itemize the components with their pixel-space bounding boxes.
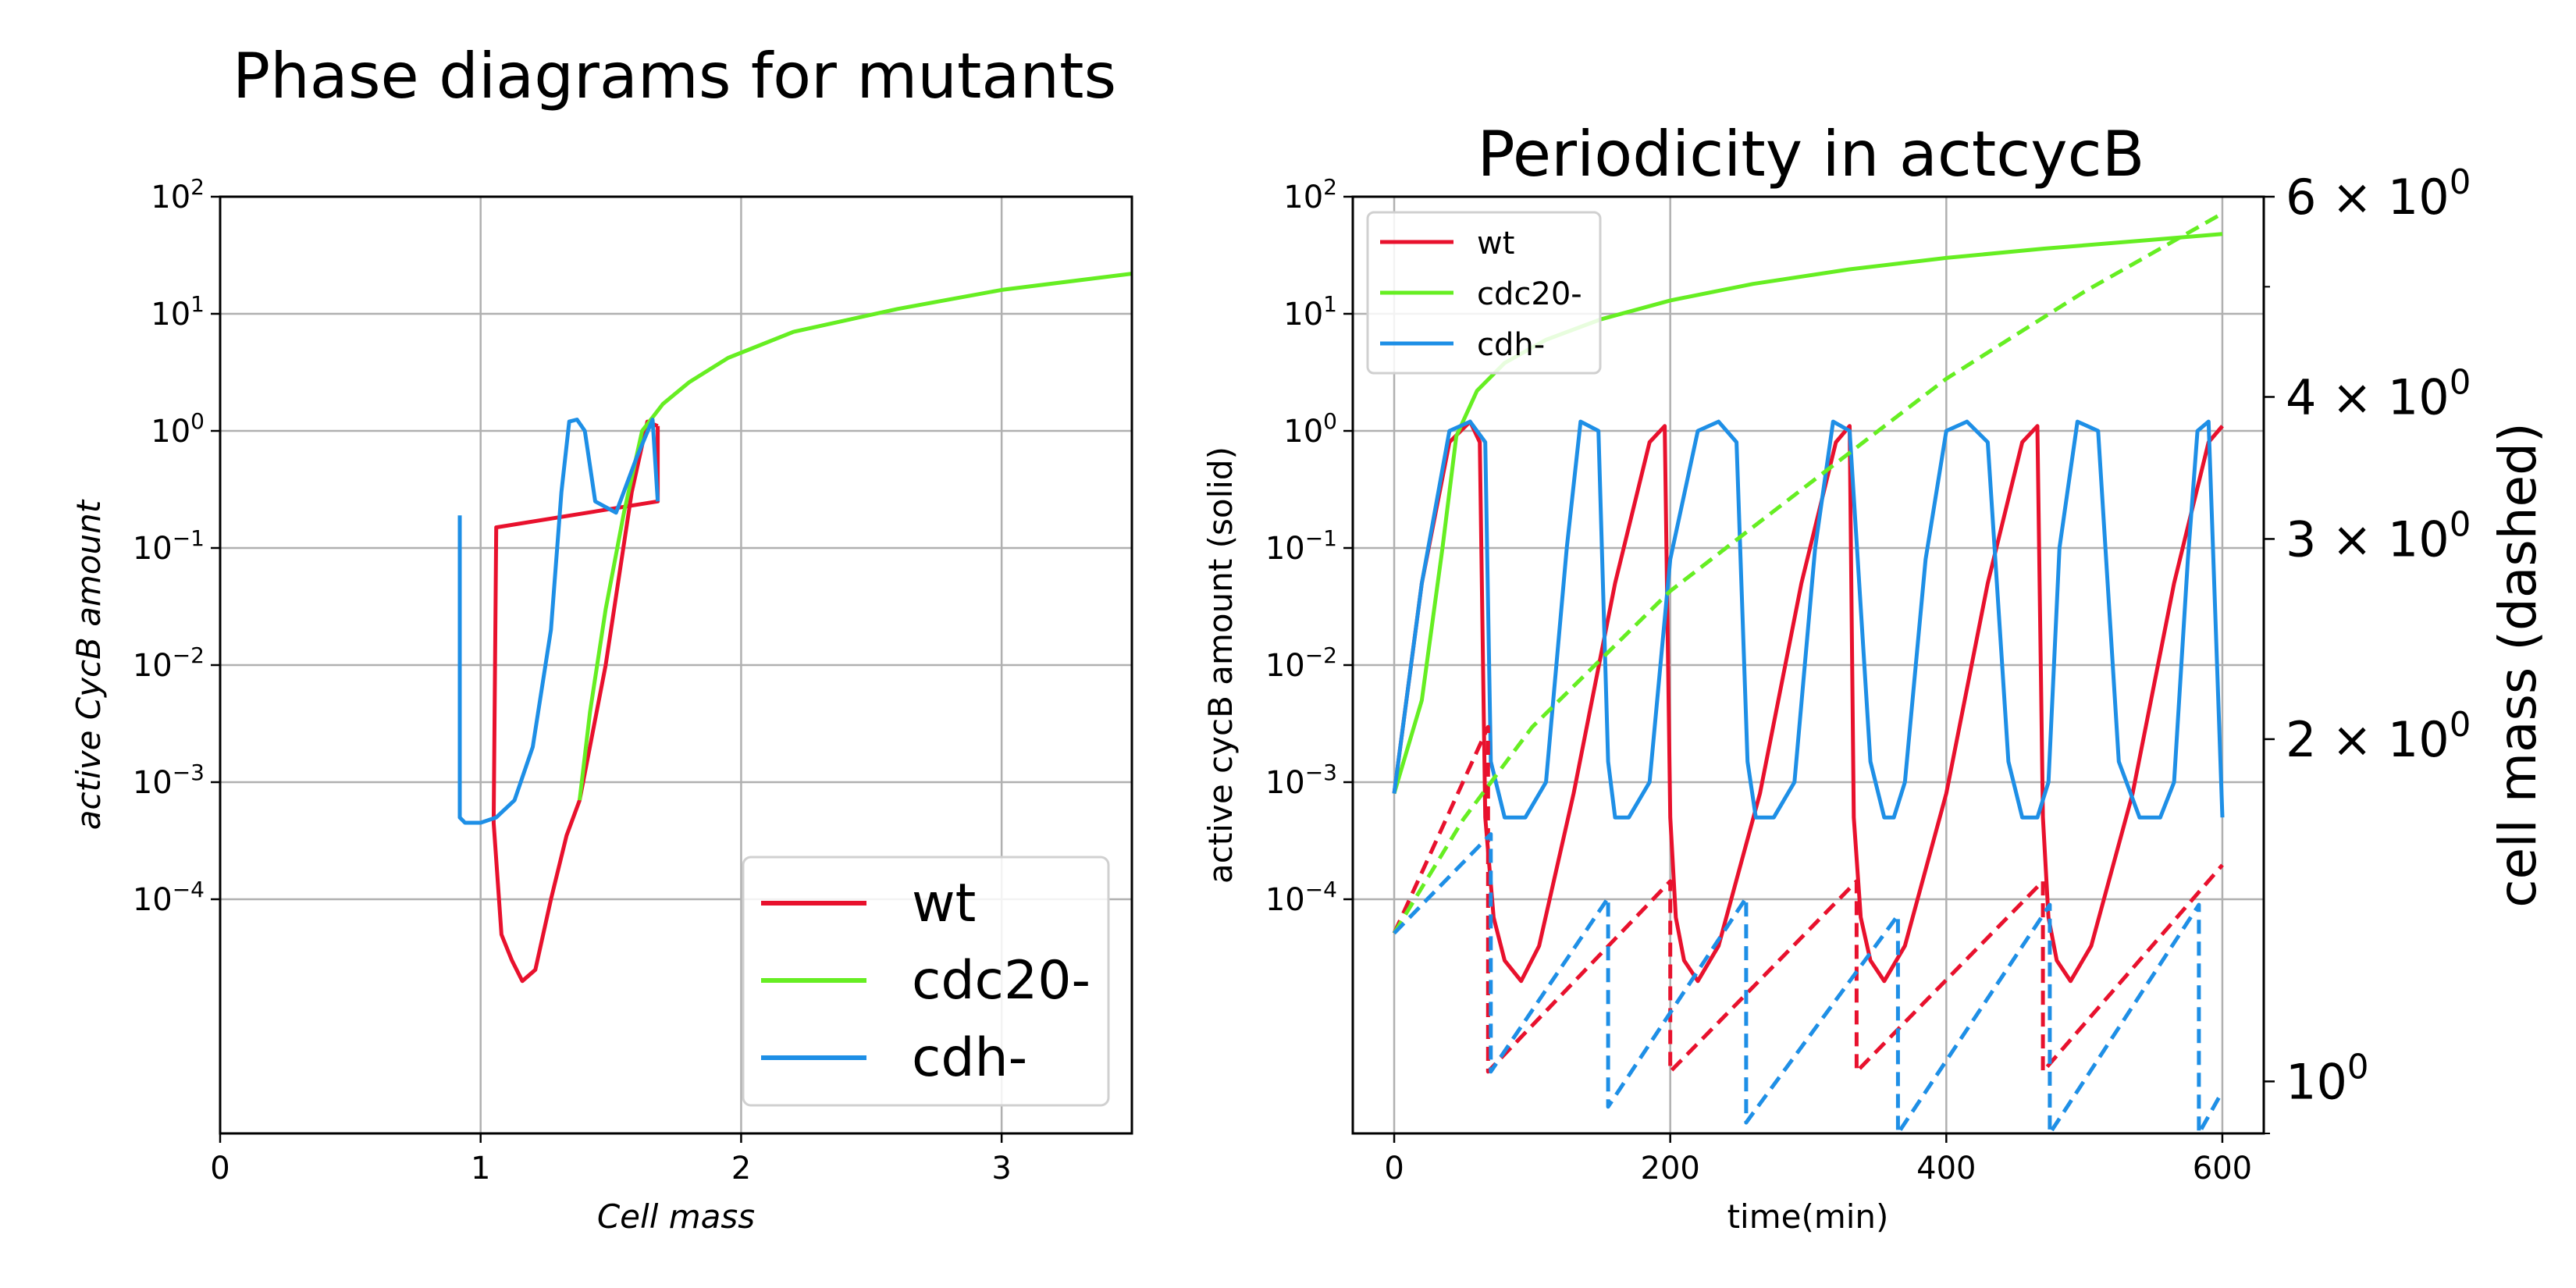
right-y2-tick-label: 4 × 100 (2286, 363, 2471, 425)
left-y-tick-label: 10−3 (133, 760, 205, 801)
right-series-cdh-mass (1393, 832, 2225, 1133)
right-y2-axis-label: cell mass (dashed) (2488, 422, 2548, 908)
left-x-axis-label: Cell mass (597, 1197, 755, 1236)
left-lines (457, 272, 1132, 984)
left-legend-wt: wt (912, 873, 976, 934)
right-x-axis-label: time(min) (1727, 1197, 1889, 1236)
left-series-cdh (457, 418, 660, 825)
right-series-wt-mass (1392, 724, 2224, 1074)
right-x-tick-label: 200 (1641, 1151, 1700, 1187)
left-y-tick-label: 101 (151, 291, 205, 333)
left-series-wt (491, 419, 660, 984)
right-series-cdc20-mass (1392, 212, 2224, 934)
right-legend-cdc20: cdc20- (1477, 276, 1582, 312)
left-legend-cdh: cdh- (912, 1027, 1027, 1089)
right-y-axis-label: active cycB amount (solid) (1201, 447, 1240, 884)
right-legend-box (1366, 211, 1602, 375)
right-legend-wt: wt (1477, 226, 1514, 262)
left-y-tick-label: 10−4 (133, 877, 205, 918)
right-y2-tick-label: 3 × 100 (2286, 505, 2471, 568)
right-series-cdh (1392, 419, 2225, 820)
left-series-cdc20 (578, 272, 1132, 801)
left-chart-title: Phase diagrams for mutants (233, 40, 1116, 112)
right-chart-title: Periodicity in actcycB (1478, 118, 2145, 190)
left-y-tick-label: 10−2 (133, 642, 205, 684)
right-x-tick-label: 0 (1384, 1151, 1404, 1187)
left-legend-box (742, 856, 1110, 1107)
left-x-tick-label: 3 (991, 1151, 1011, 1187)
left-x-tick-label: 1 (471, 1151, 490, 1187)
right-y2-tick-label: 6 × 100 (2286, 163, 2471, 226)
right-x-tick-label: 600 (2193, 1151, 2252, 1187)
right-legend: wt cdc20- cdh- (1366, 211, 1602, 375)
left-legend-cdc20: cdc20- (912, 950, 1091, 1012)
right-x-tick-label: 400 (1916, 1151, 1976, 1187)
left-chart: Phase diagrams for mutants 0 1 2 3102101100… (69, 40, 1133, 1236)
right-legend-cdh: cdh- (1477, 327, 1545, 363)
right-plot-frame (1351, 195, 2265, 1135)
left-legend: wt cdc20- cdh- (742, 856, 1110, 1107)
left-plot-frame (219, 195, 1133, 1135)
left-x-tick-label: 2 (731, 1151, 751, 1187)
right-y-tick-label: 10−2 (1265, 642, 1337, 684)
left-y-axis-label: active CycB amount (69, 499, 108, 830)
left-x-tick-label: 0 (210, 1151, 229, 1187)
right-y2-tick-label: 2 × 100 (2286, 706, 2471, 768)
right-y-tick-label: 101 (1283, 291, 1337, 333)
